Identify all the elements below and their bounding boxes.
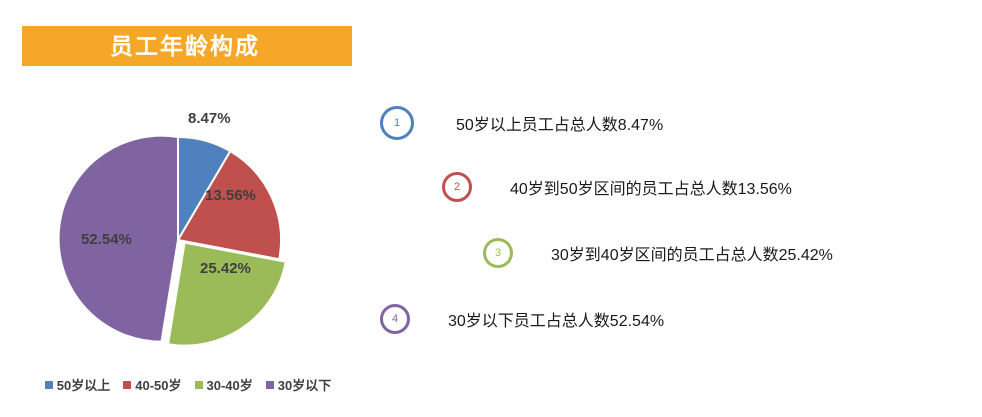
badge-number: 3: [494, 246, 502, 259]
pie-label-30-40: 25.42%: [200, 260, 251, 277]
list-item-label: 30岁到40岁区间的员工占总人数25.42%: [551, 247, 833, 264]
legend-label: 30岁以下: [277, 378, 332, 393]
pie-slice-under-30[interactable]: [57, 134, 179, 343]
list-item-4[interactable]: 4 30岁以下员工占总人数52.54%: [380, 304, 664, 334]
pie-slice-30-40-group: [166, 241, 287, 347]
legend-item-40-50[interactable]: 40-50岁: [123, 375, 182, 394]
chart-legend: 50岁以上 40-50岁 30-40岁 30岁以下: [28, 375, 348, 394]
number-badge-2-icon: 2: [442, 172, 472, 202]
badge-number: 2: [453, 180, 461, 193]
legend-item-50-plus[interactable]: 50岁以上: [44, 375, 111, 394]
legend-label: 50岁以上: [56, 378, 111, 393]
number-badge-4-icon: 4: [380, 304, 410, 334]
pie-label-50-plus: 8.47%: [188, 110, 231, 127]
list-item-1[interactable]: 1 50岁以上员工占总人数8.47%: [380, 106, 663, 140]
legend-label: 30-40岁: [206, 378, 253, 393]
pie-label-under-30: 52.54%: [81, 231, 132, 248]
number-badge-3-icon: 3: [483, 238, 513, 268]
legend-label: 40-50岁: [135, 378, 182, 393]
legend-swatch-icon: [194, 380, 203, 389]
list-item-label: 40岁到50岁区间的员工占总人数13.56%: [510, 181, 792, 198]
badge-number: 1: [393, 116, 401, 129]
legend-item-under-30[interactable]: 30岁以下: [265, 375, 332, 394]
list-item-2[interactable]: 2 40岁到50岁区间的员工占总人数13.56%: [442, 172, 792, 202]
pie-chart-panel: 8.47% 13.56% 25.42% 52.54% 50岁以上 40-50岁 …: [18, 96, 348, 406]
pie-label-40-50: 13.56%: [205, 187, 256, 204]
list-item-label: 50岁以上员工占总人数8.47%: [456, 117, 664, 134]
pie-chart: [57, 134, 287, 347]
number-badge-1-icon: 1: [380, 106, 414, 140]
pie-slice-40-50[interactable]: [176, 149, 282, 261]
legend-swatch-icon: [44, 380, 53, 389]
badge-number: 4: [391, 312, 399, 325]
list-item-label: 30岁以下员工占总人数52.54%: [448, 313, 665, 330]
pie-slice-30-40[interactable]: [166, 241, 287, 347]
legend-swatch-icon: [265, 380, 274, 389]
page-title: 员工年龄构成: [110, 32, 260, 59]
list-item-3[interactable]: 3 30岁到40岁区间的员工占总人数25.42%: [483, 238, 833, 268]
legend-swatch-icon: [123, 380, 132, 389]
legend-item-30-40[interactable]: 30-40岁: [194, 375, 253, 394]
page-title-banner: 员工年龄构成: [22, 26, 352, 66]
